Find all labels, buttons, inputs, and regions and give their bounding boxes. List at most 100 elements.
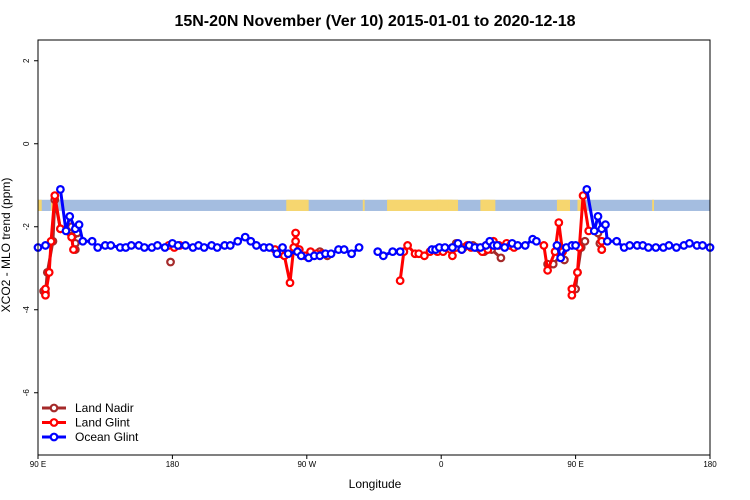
data-point	[685, 238, 694, 248]
data-point	[571, 241, 580, 250]
land-patch	[286, 199, 309, 211]
data-point	[543, 265, 552, 275]
data-point	[153, 241, 162, 250]
data-point	[556, 253, 566, 263]
land-patch	[362, 199, 365, 211]
data-point	[496, 253, 506, 263]
plot-series	[33, 184, 715, 300]
data-point	[582, 184, 592, 194]
legend-marker	[49, 432, 59, 442]
data-point	[395, 247, 405, 257]
data-point	[272, 249, 282, 259]
data-point	[625, 241, 635, 250]
data-point	[378, 251, 388, 261]
data-point	[285, 278, 295, 288]
data-point	[240, 232, 250, 242]
x-axis-label: Longitude	[349, 477, 402, 491]
data-point	[106, 241, 116, 250]
legend-item: Land Nadir	[42, 401, 134, 415]
data-point	[664, 241, 674, 250]
series-ocean-glint	[33, 184, 715, 263]
data-point	[326, 249, 336, 259]
data-point	[265, 243, 274, 252]
data-point	[41, 241, 50, 250]
data-point	[651, 243, 661, 252]
land-patch	[387, 199, 442, 211]
data-point	[347, 249, 357, 259]
data-point	[457, 245, 467, 254]
data-point	[44, 268, 54, 277]
data-point	[578, 191, 588, 201]
land-patch	[38, 199, 42, 211]
data-point	[597, 245, 607, 254]
data-point	[339, 245, 349, 254]
ocean-band	[38, 199, 710, 211]
data-point	[539, 241, 549, 250]
legend-label: Land Nadir	[75, 401, 134, 415]
plot-frame	[37, 39, 711, 456]
data-point	[500, 243, 510, 252]
data-point	[87, 236, 97, 246]
data-point	[420, 251, 429, 261]
land-ocean-strip	[38, 199, 710, 211]
x-tick-label: 180	[166, 460, 180, 469]
legend-marker	[49, 403, 59, 413]
y-axis-label: XCO2 - MLO trend (ppm)	[0, 178, 13, 313]
data-point	[74, 220, 84, 230]
data-point	[552, 241, 562, 250]
data-point	[532, 236, 541, 246]
legend-marker	[49, 418, 59, 427]
land-patch	[556, 199, 570, 211]
data-point	[440, 243, 450, 252]
data-point	[173, 241, 183, 250]
data-point	[453, 238, 463, 248]
data-point	[573, 268, 582, 277]
data-point	[644, 243, 653, 252]
data-point	[580, 236, 590, 246]
data-point	[354, 243, 364, 252]
x-tick-label: 90 E	[30, 460, 46, 469]
data-point	[278, 243, 287, 252]
y-tick-label: 2	[22, 58, 31, 63]
data-point	[291, 236, 301, 246]
data-point	[448, 243, 457, 252]
data-point	[212, 243, 222, 252]
data-point	[93, 243, 103, 252]
data-point	[373, 247, 383, 257]
data-point	[296, 251, 306, 261]
data-point	[139, 243, 149, 252]
data-point	[233, 236, 243, 246]
data-point	[41, 290, 50, 300]
data-point	[50, 191, 60, 201]
data-point	[67, 232, 76, 242]
data-point	[567, 290, 577, 300]
data-point	[589, 226, 599, 236]
data-point	[199, 243, 209, 252]
land-patch	[652, 199, 654, 211]
data-point	[65, 211, 75, 221]
data-point	[283, 249, 293, 259]
x-axis: 90 E 180 90 W 0 90 E 180	[30, 455, 717, 469]
data-point	[602, 236, 612, 246]
land-patch	[437, 199, 453, 211]
data-point	[225, 241, 235, 250]
data-point	[395, 276, 405, 286]
legend-item: Ocean Glint	[42, 430, 139, 444]
y-axis: 2 0 -2 -4 -6	[22, 58, 38, 396]
data-point	[554, 218, 564, 228]
x-tick-label: 90 E	[567, 460, 583, 469]
data-point	[612, 236, 622, 246]
data-point	[246, 236, 256, 246]
y-tick-label: -2	[22, 223, 31, 231]
data-point	[593, 211, 603, 221]
data-point	[448, 251, 457, 261]
data-point	[69, 245, 78, 254]
data-point	[166, 257, 175, 267]
data-point	[56, 184, 65, 194]
x-tick-label: 180	[703, 460, 717, 469]
data-point	[61, 226, 71, 236]
legend-label: Ocean Glint	[75, 430, 139, 444]
data-point	[601, 220, 610, 230]
